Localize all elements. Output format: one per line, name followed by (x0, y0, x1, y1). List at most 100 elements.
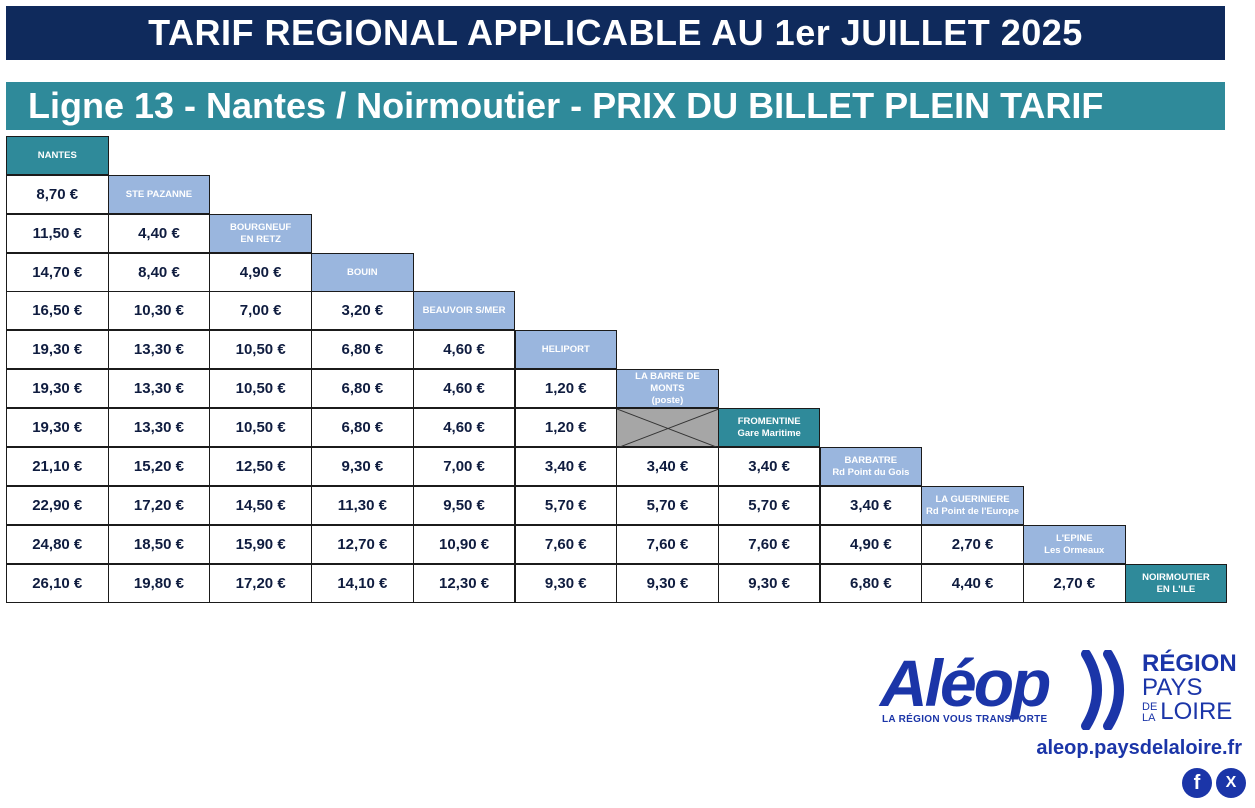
stop-detail: (poste) (651, 394, 684, 406)
fare-cell: 4,90 € (209, 253, 312, 292)
fare-cell: 12,30 € (412, 564, 516, 603)
fare-cell: 13,30 € (107, 369, 211, 408)
facebook-icon[interactable]: f (1182, 768, 1212, 798)
fare-cell: 4,40 € (921, 564, 1024, 603)
fare-cell: 15,20 € (107, 447, 211, 486)
fare-cell: 1,20 € (514, 369, 617, 408)
fare-cell: 3,20 € (311, 291, 414, 330)
fare-cell: 11,50 € (6, 214, 109, 253)
fare-cell: 14,50 € (209, 486, 312, 525)
region-line-2: PAYS (1142, 674, 1203, 701)
stop-label: LA GUERINIERE Rd Point de l'Europe (921, 486, 1024, 525)
fare-cell: 12,70 € (311, 525, 414, 564)
stop-label: HELIPORT (514, 330, 617, 369)
region-line-3b: LA (1142, 711, 1156, 724)
fare-cell: 17,20 € (107, 486, 211, 525)
fare-cell: 12,50 € (209, 447, 312, 486)
fare-cell: 6,80 € (311, 369, 414, 408)
fare-cell: 4,90 € (819, 525, 923, 564)
stop-label: LA BARRE DE MONTS (poste) (616, 369, 719, 408)
stop-name: BOUIN (347, 266, 378, 278)
fare-cell: 7,60 € (717, 525, 821, 564)
stop-label: FROMENTINE Gare Maritime (717, 408, 821, 447)
stop-name: LA BARRE DE MONTS (635, 370, 700, 394)
fare-cell: 21,10 € (6, 447, 109, 486)
page-title: TARIF REGIONAL APPLICABLE AU 1er JUILLET… (6, 6, 1225, 60)
fare-cell: 2,70 € (1023, 564, 1126, 603)
region-line-3a: DE (1142, 700, 1158, 713)
fare-cell: 11,30 € (311, 486, 414, 525)
fare-cell: 9,30 € (717, 564, 821, 603)
fare-cell: 7,00 € (209, 291, 312, 330)
fare-cell: 8,70 € (6, 175, 109, 214)
fare-cell: 5,70 € (717, 486, 821, 525)
fare-cell: 10,30 € (107, 291, 211, 330)
stop-detail: Rd Point de l'Europe (926, 505, 1020, 517)
fare-cell: 3,40 € (819, 486, 923, 525)
fare-cell: 15,90 € (209, 525, 312, 564)
x-icon[interactable]: X (1216, 768, 1246, 798)
fare-cell: 7,00 € (412, 447, 516, 486)
fare-cell: 5,70 € (514, 486, 617, 525)
fare-cell: 9,30 € (311, 447, 414, 486)
fare-cell: 1,20 € (514, 408, 617, 447)
stop-name: STE PAZANNE (125, 188, 193, 200)
fare-cell: 14,10 € (311, 564, 414, 603)
fare-cell: 13,30 € (107, 408, 211, 447)
fare-cell: 9,50 € (412, 486, 516, 525)
fare-cell: 3,40 € (514, 447, 617, 486)
fare-cell: 6,80 € (311, 408, 414, 447)
stop-label: BOUIN (311, 253, 414, 292)
stop-label: BEAUVOIR S/MER (412, 291, 516, 330)
aleop-logo-text: Aléop (880, 646, 1051, 720)
stop-detail: EN L'ILE (1156, 583, 1196, 595)
stop-detail: Les Ormeaux (1044, 544, 1105, 556)
fare-cell: 22,90 € (6, 486, 109, 525)
unavailable-cell (616, 408, 720, 448)
fare-cell: 3,40 € (616, 447, 719, 486)
fare-cell: 6,80 € (311, 330, 414, 369)
stop-detail: Gare Maritime (737, 427, 801, 439)
fare-cell: 18,50 € (107, 525, 211, 564)
page-subtitle: Ligne 13 - Nantes / Noirmoutier - PRIX D… (6, 82, 1225, 130)
fare-cell: 14,70 € (6, 253, 109, 292)
stop-label: BOURGNEUF EN RETZ (209, 214, 312, 253)
fare-cell: 7,60 € (616, 525, 719, 564)
stop-name: LA GUERINIERE (935, 493, 1010, 505)
stop-label: NOIRMOUTIER EN L'ILE (1124, 564, 1228, 603)
fare-cell: 10,50 € (209, 330, 312, 369)
fare-cell: 16,50 € (6, 291, 109, 330)
stop-label: L'EPINE Les Ormeaux (1023, 525, 1126, 564)
stop-name: NANTES (37, 149, 77, 161)
fare-cell: 10,50 € (209, 369, 312, 408)
website-link[interactable]: aleop.paysdelaloire.fr (1036, 737, 1242, 759)
stop-detail: Rd Point du Gois (832, 466, 910, 478)
fare-cell: 19,30 € (6, 330, 109, 369)
fare-cell: 24,80 € (6, 525, 109, 564)
stop-name: NOIRMOUTIER (1142, 571, 1210, 583)
region-logo: RÉGION PAYS DE LA LOIRE (1142, 652, 1237, 724)
fare-cell: 5,70 € (616, 486, 719, 525)
fare-cell: 7,60 € (514, 525, 617, 564)
fare-cell: 4,60 € (412, 408, 516, 447)
stop-name: HELIPORT (541, 343, 590, 355)
fare-cell: 19,30 € (6, 408, 109, 447)
stop-name: BOURGNEUF (230, 221, 292, 233)
fare-cell: 19,80 € (107, 564, 211, 603)
fare-cell: 6,80 € (819, 564, 923, 603)
fare-cell: 26,10 € (6, 564, 109, 603)
fare-cell: 4,60 € (412, 369, 516, 408)
stop-name: BARBATRE (844, 454, 898, 466)
fare-cell: 4,40 € (107, 214, 211, 253)
region-line-3c: LOIRE (1160, 698, 1233, 725)
stop-name: BEAUVOIR S/MER (422, 304, 506, 316)
stop-label: NANTES (6, 136, 109, 175)
fare-cell: 3,40 € (717, 447, 821, 486)
aleop-logo: Aléop LA RÉGION VOUS TRANSPORTE RÉGION P… (880, 648, 1250, 803)
fare-cell: 13,30 € (107, 330, 211, 369)
stop-detail: EN RETZ (240, 233, 281, 245)
stop-label: STE PAZANNE (107, 175, 211, 214)
stop-label: BARBATRE Rd Point du Gois (819, 447, 923, 486)
fare-cell: 9,30 € (616, 564, 719, 603)
fare-cell: 19,30 € (6, 369, 109, 408)
